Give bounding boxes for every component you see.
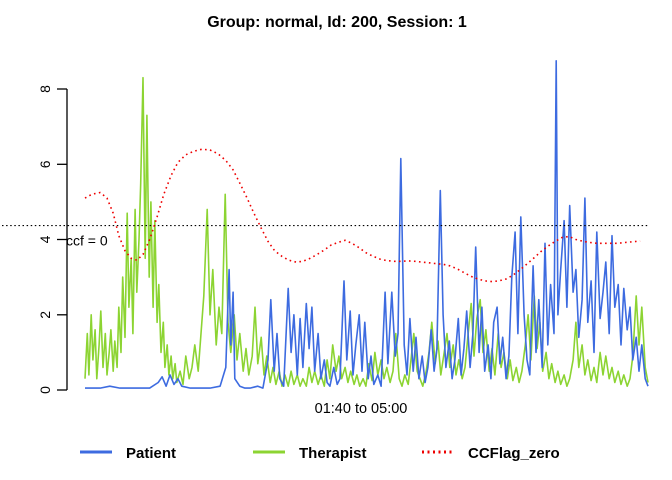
legend-label-therapist: Therapist xyxy=(299,445,367,462)
therapist-line xyxy=(84,76,649,388)
y-tick-label: 2 xyxy=(37,311,53,319)
legend-label-patient: Patient xyxy=(126,445,176,462)
legend: Patient Therapist CCFlag_zero xyxy=(80,445,560,462)
legend-label-ccflag: CCFlag_zero xyxy=(468,445,560,462)
ccf-zero-label: ccf = 0 xyxy=(66,233,108,249)
x-axis-label: 01:40 to 05:00 xyxy=(315,401,408,417)
y-tick-label: 0 xyxy=(37,386,53,394)
y-tick-label: 6 xyxy=(37,160,53,168)
chart-title: Group: normal, Id: 200, Session: 1 xyxy=(207,14,467,31)
y-tick-label: 8 xyxy=(37,85,53,93)
y-axis-ticks: 0 2 4 6 8 xyxy=(37,85,67,394)
ccflag-zero-line xyxy=(84,148,641,283)
patient-line xyxy=(85,59,649,389)
y-tick-label: 4 xyxy=(37,235,53,243)
